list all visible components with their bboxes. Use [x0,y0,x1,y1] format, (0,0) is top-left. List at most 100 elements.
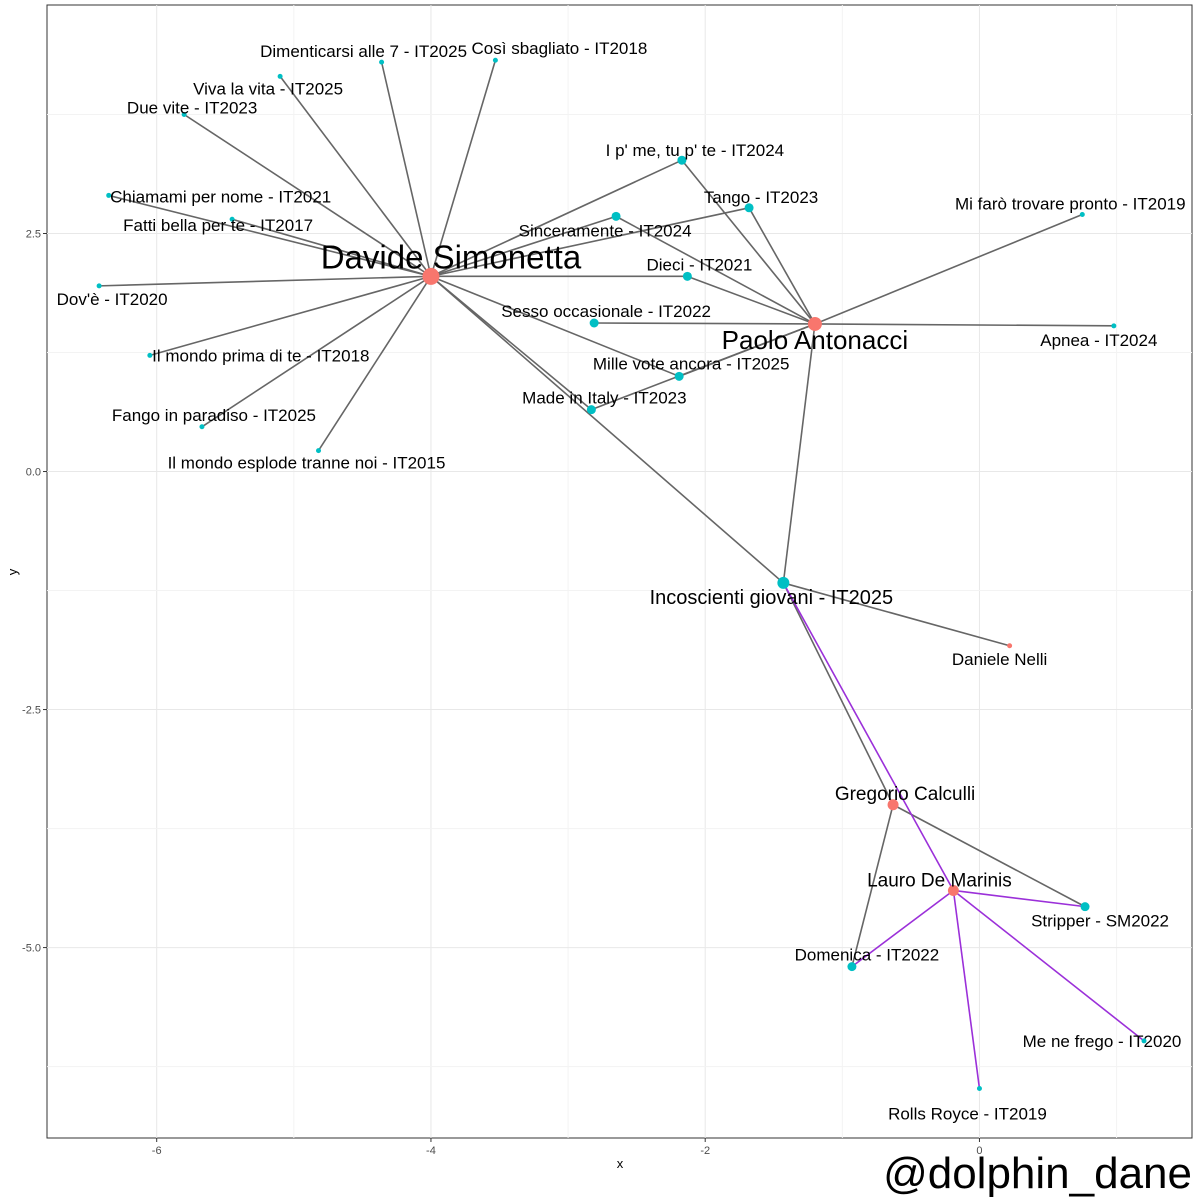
song-node [682,271,692,281]
song-node [96,283,102,289]
song-label: Incoscienti giovani - IT2025 [650,587,893,609]
highlight-edge [952,890,981,1089]
grid-lines [47,5,1192,1138]
network-edge [594,322,815,325]
song-node [677,155,687,165]
network-edge [851,804,894,967]
network-edge [681,159,816,325]
artist-node [422,267,440,285]
artist-node [807,316,822,331]
song-node [1111,323,1117,329]
author-watermark: @dolphin_dane [883,1149,1192,1198]
song-label: Me ne frego - IT2020 [1023,1032,1182,1051]
song-label: Dov'è - IT2020 [57,290,168,309]
x-tick-label: 0 [976,1145,982,1157]
song-label: Così sbagliato - IT2018 [472,39,648,58]
song-label: Sinceramente - IT2024 [519,221,692,240]
song-label: Mi farò trovare pronto - IT2019 [955,194,1186,213]
network-edge [149,275,432,357]
song-node [744,203,754,213]
y-axis-title: y [5,568,20,575]
x-axis-title: x [617,1156,624,1171]
network-edge [892,804,1086,908]
song-label: Dieci - IT2021 [646,255,752,274]
network-edge [430,215,617,278]
song-label: Rolls Royce - IT2019 [888,1104,1047,1123]
network-edge [99,275,431,287]
song-node [181,111,187,117]
song-node [277,73,283,79]
song-node [379,59,385,65]
song-label: Il mondo prima di te - IT2018 [152,346,369,365]
artist-label: Paolo Antonacci [722,325,908,355]
song-node [976,1085,982,1091]
node-label-layer: Davide Simonetta Paolo Antonacci Gregorio … [57,39,1186,1123]
song-label: Fatti bella per te - IT2017 [123,216,313,235]
artist-label: Lauro De Marinis [867,870,1012,891]
song-label: Domenica - IT2022 [795,946,940,965]
highlight-edge [952,889,1145,1042]
song-label: Due vite - IT2023 [127,98,257,117]
y-tick-label: -5.0 [22,943,41,955]
x-tick-label: -2 [700,1145,710,1157]
song-label: I p' me, tu p' te - IT2024 [606,141,784,160]
artist-node [887,799,899,811]
network-edge [430,59,497,277]
artist-label: Gregorio Calculli [835,784,975,805]
song-node [1141,1038,1147,1044]
network-edge [317,275,432,452]
network-edge [782,582,894,806]
y-tick-label: -2.5 [22,705,41,717]
song-label: Sesso occasionale - IT2022 [501,302,711,321]
song-node [1080,902,1090,912]
network-edge [231,218,432,278]
artist-node [1007,643,1013,649]
network-edge [201,275,432,428]
network-edge [782,323,816,584]
network-edge [430,159,683,278]
network-edge [430,207,750,278]
song-node [847,962,857,972]
song-node [1079,211,1085,217]
song-label: Fango in paradiso - IT2025 [112,406,316,425]
artist-label: Davide Simonetta [321,238,582,275]
artist-node [947,884,959,896]
song-node [147,352,153,358]
network-edge [279,75,432,277]
x-tick-label: -4 [426,1145,436,1157]
network-edge [183,113,432,278]
network-edge [108,194,432,278]
network-edge [783,582,1010,647]
song-node [229,216,235,222]
network-edge [748,207,816,325]
song-node [492,57,498,63]
song-label: Il mondo esplode tranne noi - IT2015 [168,454,446,473]
plot-panel [46,4,1193,1139]
song-node [777,576,790,589]
song-node [106,192,112,198]
song-node [199,424,205,430]
song-node [316,448,322,454]
song-label: Tango - IT2023 [704,188,818,207]
song-label: Dimenticarsi alle 7 - IT2025 [260,42,467,61]
axis-layer: -6 -4 -2 0 2.5 0.0 -2.5 -5.0 [22,229,982,1157]
song-label: Chiamami per nome - IT2021 [110,187,331,206]
network-edge [814,213,1083,325]
network-edge [430,275,784,584]
song-node [674,371,684,381]
song-label: Viva la vita - IT2025 [193,79,343,98]
node-layer [96,57,1147,1091]
song-label: Apnea - IT2024 [1040,331,1157,350]
highlight-edge [782,582,955,891]
network-edge [814,323,1114,327]
song-node [611,211,621,221]
y-tick-label: 2.5 [26,229,41,241]
highlight-edge [953,889,1086,908]
song-label: Made in Italy - IT2023 [522,389,686,408]
y-tick-label: 0.0 [26,467,41,479]
network-edge [687,275,816,325]
song-label: Mille vote ancora - IT2025 [593,354,790,373]
highlight-edge [851,889,954,968]
network-edge [430,275,680,378]
